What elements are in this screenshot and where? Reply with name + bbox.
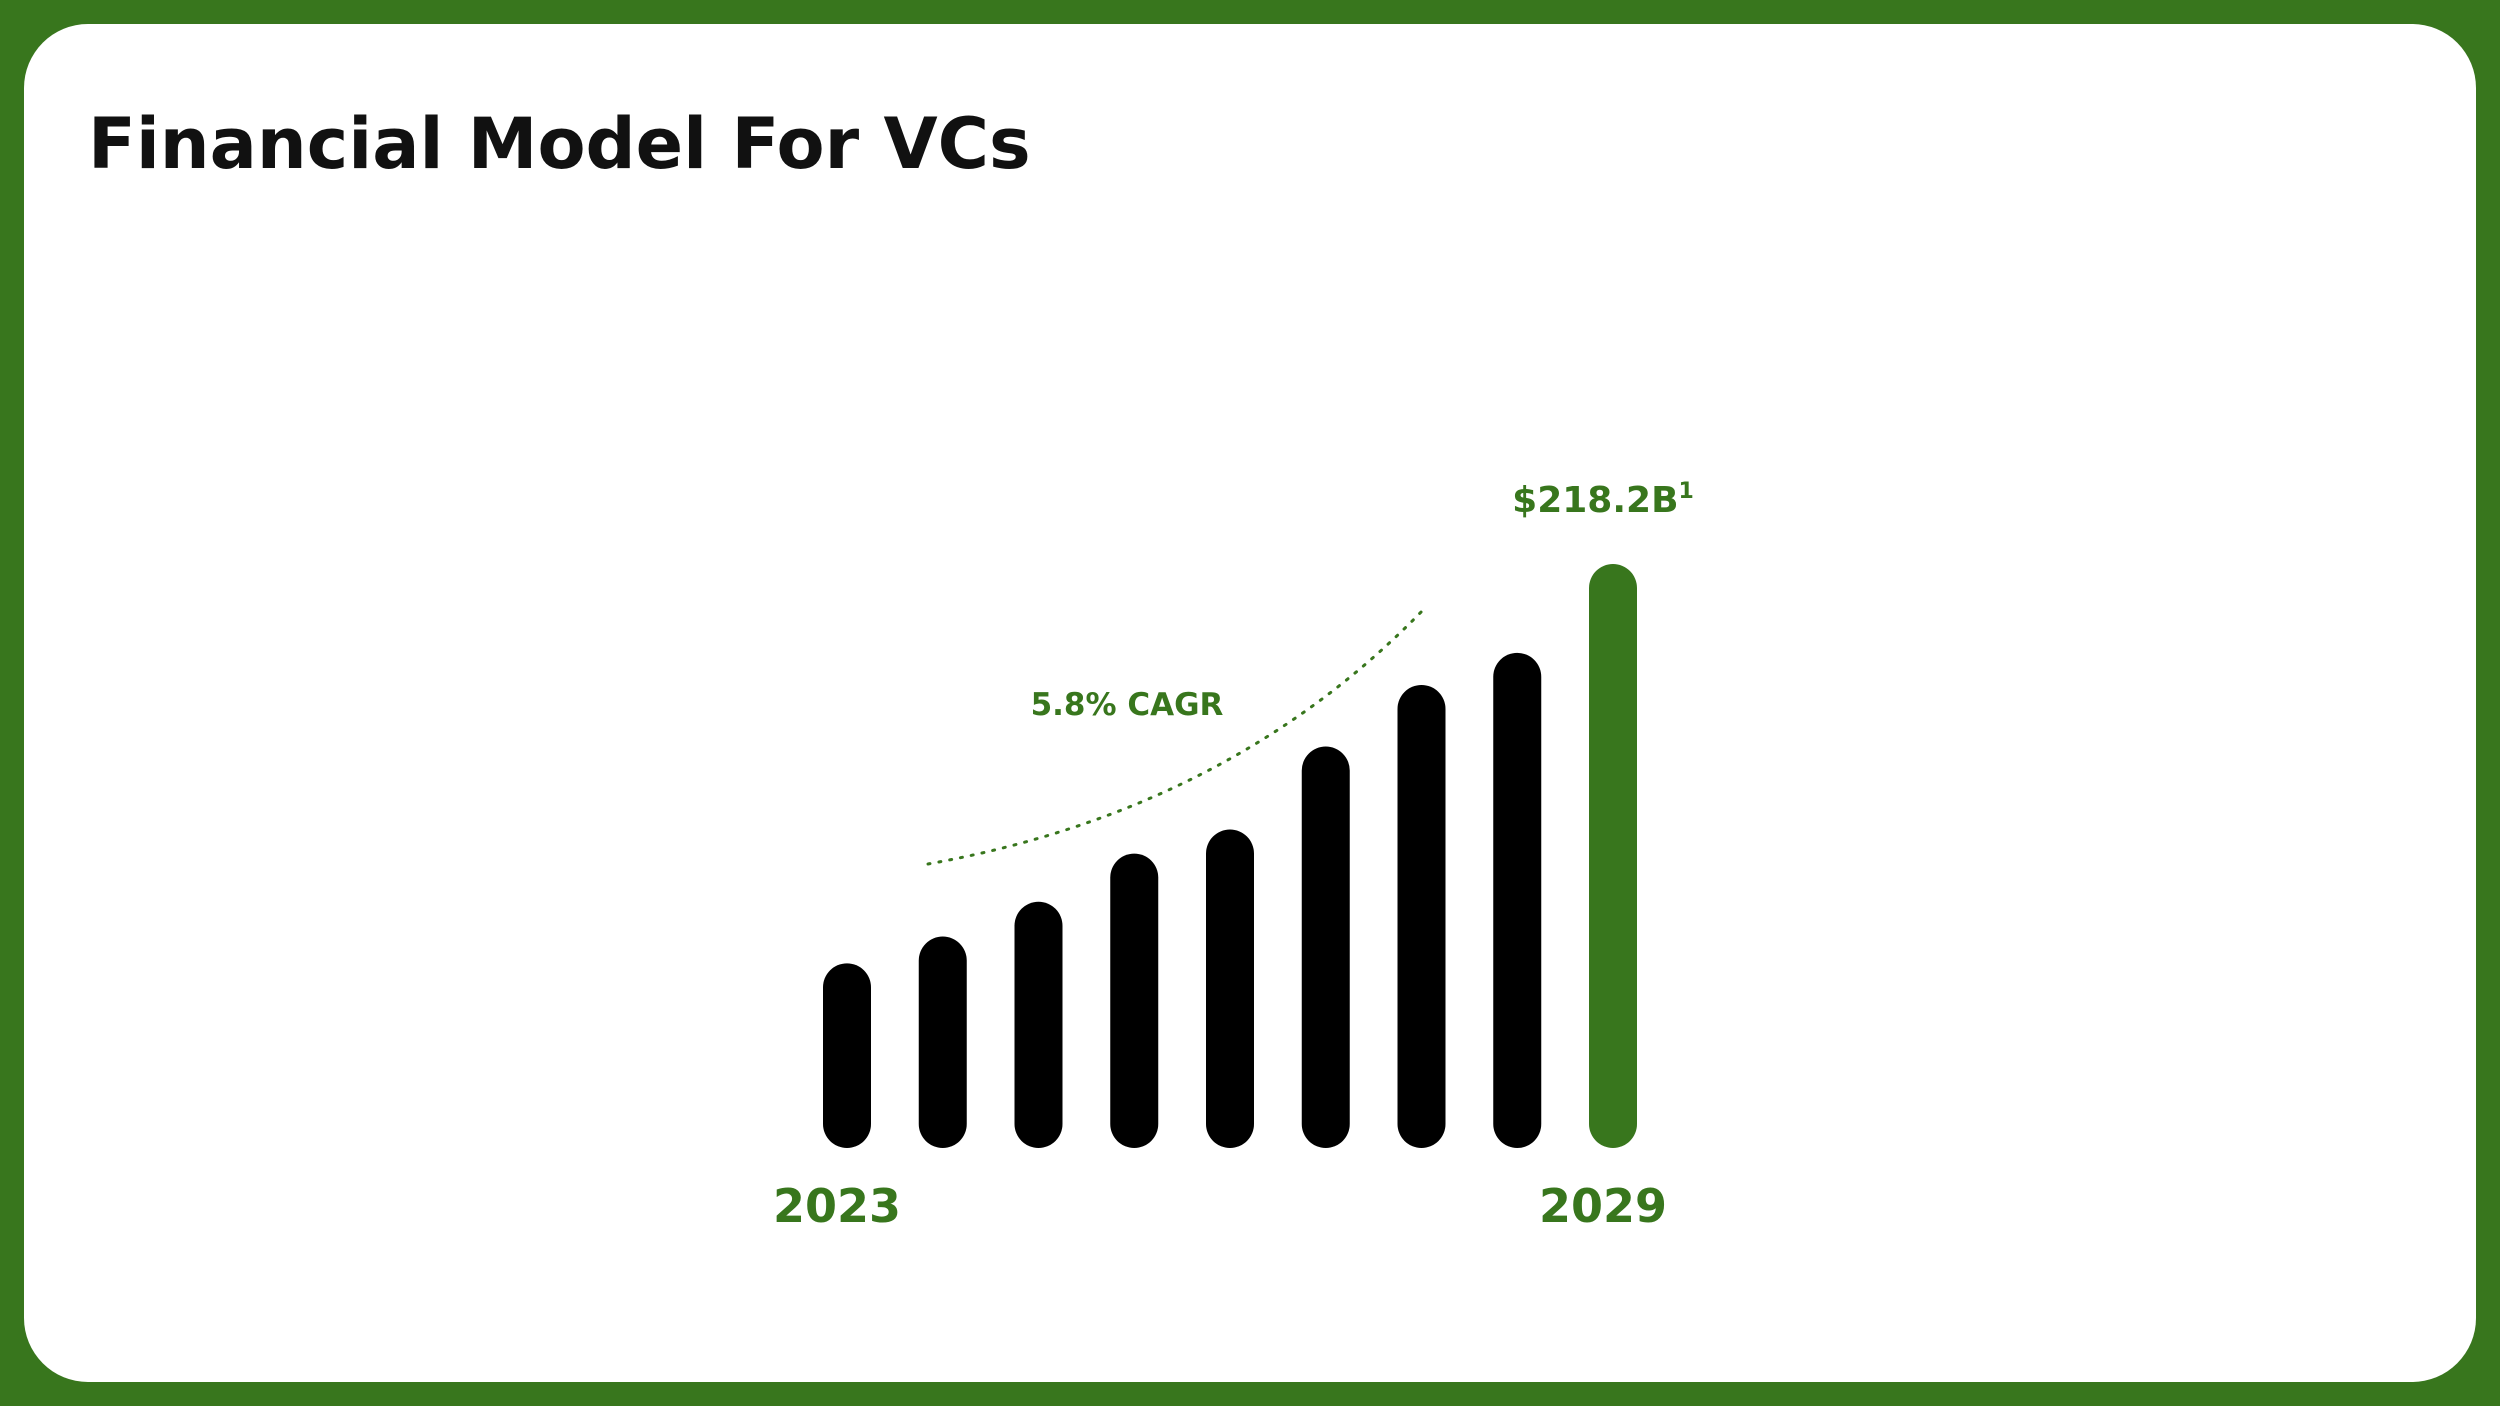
bar <box>1397 684 1446 1148</box>
slide-panel <box>24 24 2476 1382</box>
bar <box>1493 652 1542 1148</box>
bar <box>1589 564 1637 1148</box>
bar <box>1206 829 1254 1148</box>
slide-title: Financial Model For VCs <box>88 103 1031 185</box>
bar <box>1110 853 1159 1148</box>
bar <box>1301 746 1350 1148</box>
annotation: 5.8% CAGR <box>1031 687 1224 723</box>
x-tick-label: 2029 <box>1539 1179 1667 1233</box>
bar <box>823 963 871 1148</box>
x-tick-label: 2023 <box>773 1179 901 1233</box>
chart: 2023 2029 $218.2B1 5.8% CAGR <box>773 479 1694 1233</box>
value-label-group: $218.2B1 <box>1512 479 1694 521</box>
bar <box>1014 901 1063 1148</box>
value-label: $218.2B <box>1512 480 1678 521</box>
bar <box>918 936 967 1148</box>
footnote-marker: 1 <box>1679 479 1694 504</box>
